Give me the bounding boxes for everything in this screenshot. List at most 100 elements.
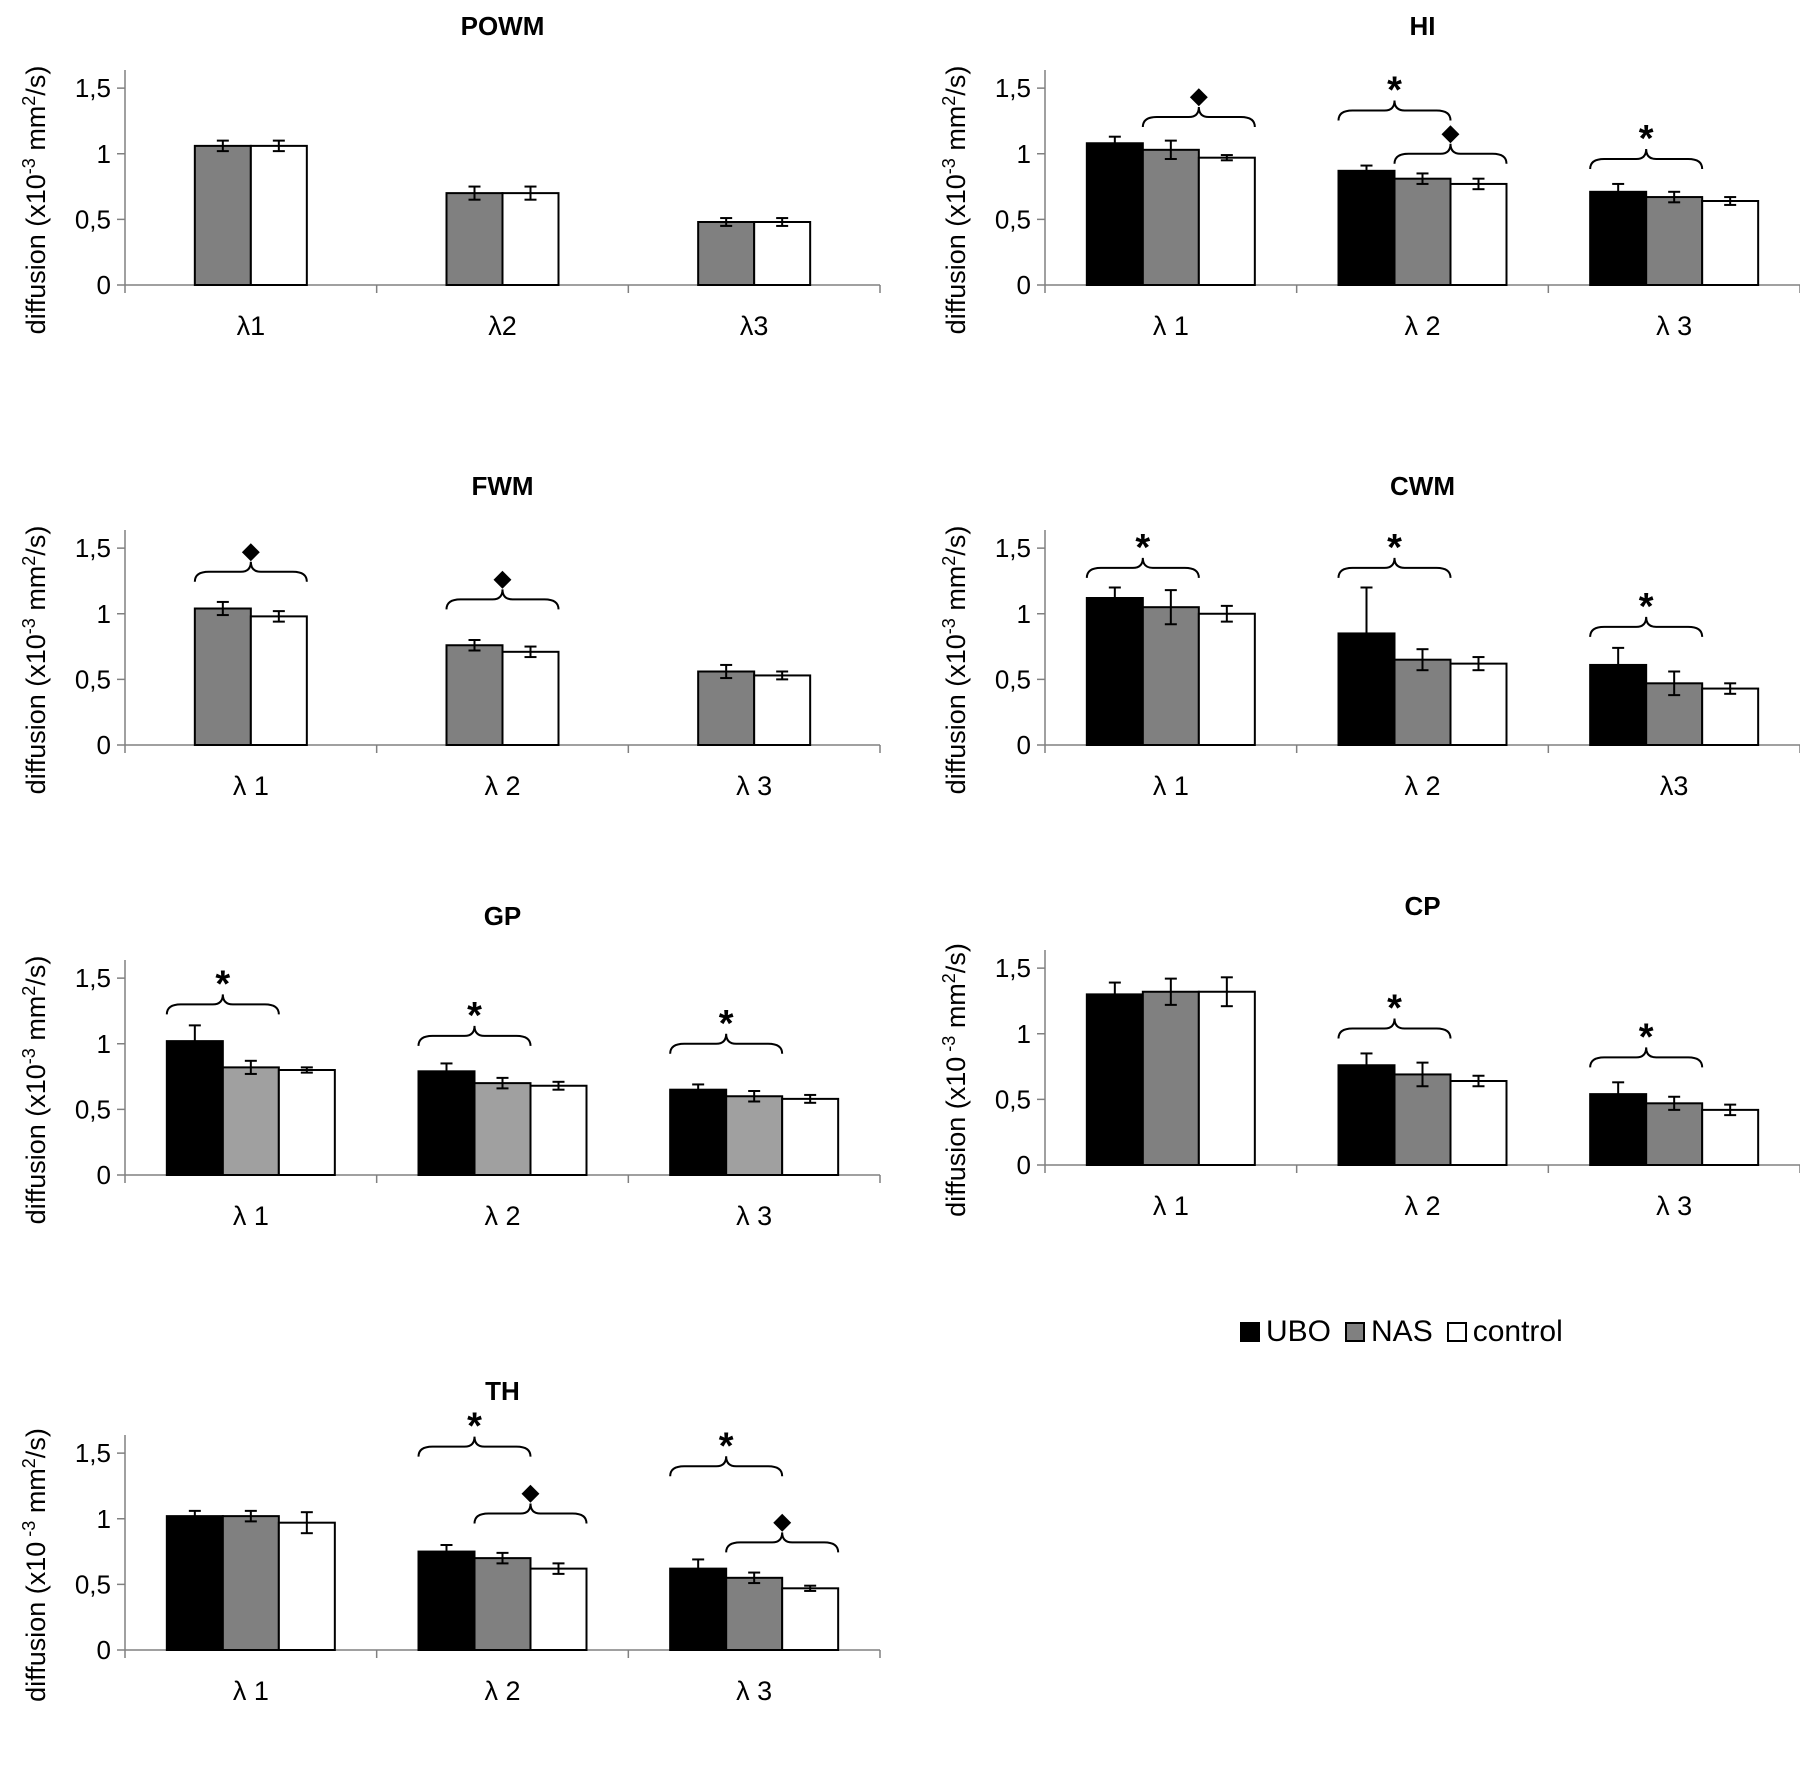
bar-nas	[1393, 177, 1452, 286]
chart-title: CWM	[1390, 471, 1455, 501]
y-tick-label: 1	[1017, 1019, 1031, 1049]
bar-nas	[1393, 1073, 1452, 1166]
bar-nas	[697, 670, 756, 746]
y-tick-label: 0,5	[75, 664, 111, 694]
bar-control	[1197, 612, 1256, 746]
x-tick-label: λ 2	[484, 1201, 520, 1231]
significance-star: *	[215, 963, 230, 1005]
bar-control	[1701, 687, 1760, 746]
x-tick-label: λ 2	[484, 771, 520, 801]
bar-control	[277, 1069, 336, 1176]
legend-swatch-nas	[1345, 1322, 1366, 1342]
y-tick-label: 1	[97, 1504, 111, 1534]
significance-star: *	[1387, 527, 1402, 569]
y-tick-label: 1	[1017, 139, 1031, 169]
chart-title: FWM	[471, 471, 533, 501]
significance-bracket	[669, 1033, 784, 1054]
y-tick-label: 1,5	[995, 533, 1031, 563]
bar-nas	[1141, 148, 1200, 286]
y-tick-label: 0,5	[995, 664, 1031, 694]
bar-control	[753, 674, 812, 746]
significance-diamond: ◆	[493, 565, 512, 590]
bar-control	[1449, 182, 1508, 286]
chart-title: TH	[485, 1376, 520, 1406]
chart-title: POWM	[461, 11, 545, 41]
y-tick-label: 0	[97, 730, 111, 760]
x-tick-label: λ 3	[1656, 311, 1692, 341]
y-tick-label: 1,5	[995, 953, 1031, 983]
chart-title: HI	[1410, 11, 1436, 41]
significance-star: *	[1135, 527, 1150, 569]
significance-bracket	[1141, 106, 1256, 128]
significance-bracket	[193, 561, 308, 582]
significance-star: *	[719, 1425, 734, 1467]
bar-ubo	[165, 1040, 224, 1176]
bar-control	[501, 650, 560, 746]
y-tick-label: 1,5	[75, 533, 111, 563]
y-tick-label: 0	[97, 1635, 111, 1665]
legend-label-nas: NAS	[1371, 1315, 1433, 1348]
x-tick-label: λ 3	[736, 1201, 772, 1231]
bar-nas	[1645, 1102, 1704, 1166]
bar-nas	[193, 144, 252, 286]
legend-label-ubo: UBO	[1266, 1315, 1332, 1348]
bar-control	[1197, 156, 1256, 286]
figure: POWM diffusion (x10-3 mm2/s) 0 0,5 1 1,5 λ1 λ2 λ…	[0, 0, 1800, 1706]
x-tick-label: λ 3	[736, 1676, 772, 1706]
chart-cp: CP diffusion (x10 -3 mm2/s) 0 0,5 1 1,5 λ 1 λ 2…	[920, 880, 1800, 1300]
chart-hi: HI diffusion (x10-3 mm2/s) 0 0,5 1 1,5 λ 1 λ 2 λ…	[920, 0, 1800, 420]
y-tick-label: 0	[97, 1160, 111, 1190]
significance-bracket	[1589, 148, 1704, 170]
legend-item-ubo: UBO	[1240, 1315, 1331, 1349]
significance-diamond: ◆	[773, 1508, 792, 1533]
bar-nas	[193, 607, 252, 746]
bar-nas	[221, 1066, 280, 1176]
chart-gp: GP diffusion (x10-3 mm2/s) 0 0,5 1 1,5 λ 1 λ 2 λ…	[0, 890, 881, 1310]
bar-nas	[445, 192, 504, 286]
y-tick-label: 0	[1017, 730, 1031, 760]
y-tick-label: 0	[97, 270, 111, 300]
bar-ubo	[1337, 1064, 1396, 1166]
x-tick-label: λ3	[740, 311, 769, 341]
bar-control	[1449, 1080, 1508, 1166]
x-tick-label: λ 1	[1153, 311, 1189, 341]
bar-control	[529, 1084, 588, 1176]
x-tick-label: λ1	[237, 311, 266, 341]
bar-nas	[221, 1515, 280, 1651]
bar-control	[1197, 990, 1256, 1166]
legend-item-nas: NAS	[1345, 1315, 1433, 1349]
y-tick-label: 1	[1017, 599, 1031, 629]
bar-ubo	[1085, 142, 1144, 286]
bar-nas	[1645, 196, 1704, 286]
y-tick-label: 0,5	[995, 204, 1031, 234]
bar-ubo	[417, 1070, 476, 1176]
x-tick-label: λ 2	[1404, 1191, 1440, 1221]
bar-nas	[1141, 606, 1200, 746]
significance-star: *	[467, 995, 482, 1037]
significance-bracket	[1337, 1018, 1452, 1039]
significance-bracket	[1337, 100, 1452, 121]
bar-ubo	[1085, 597, 1144, 746]
significance-bracket	[725, 1532, 840, 1553]
significance-star: *	[1639, 586, 1654, 628]
x-tick-label: λ 1	[233, 1201, 269, 1231]
x-tick-label: λ 1	[1153, 771, 1189, 801]
legend-item-control: control	[1446, 1315, 1563, 1349]
significance-diamond: ◆	[241, 538, 260, 563]
significance-bracket	[445, 589, 560, 610]
y-tick-label: 1,5	[75, 1438, 111, 1468]
bar-control	[1701, 1108, 1760, 1166]
legend-swatch-control	[1446, 1322, 1467, 1342]
significance-bracket	[417, 1436, 532, 1457]
bar-control	[249, 615, 308, 746]
y-tick-label: 1,5	[75, 73, 111, 103]
significance-star: *	[1387, 988, 1402, 1030]
significance-bracket	[1589, 1047, 1704, 1068]
bar-nas	[725, 1576, 784, 1651]
significance-bracket	[1085, 557, 1200, 578]
bar-ubo	[669, 1088, 728, 1176]
x-tick-label: λ 3	[736, 771, 772, 801]
x-tick-label: λ2	[488, 311, 517, 341]
bar-ubo	[1589, 190, 1648, 286]
significance-star: *	[1387, 69, 1402, 111]
